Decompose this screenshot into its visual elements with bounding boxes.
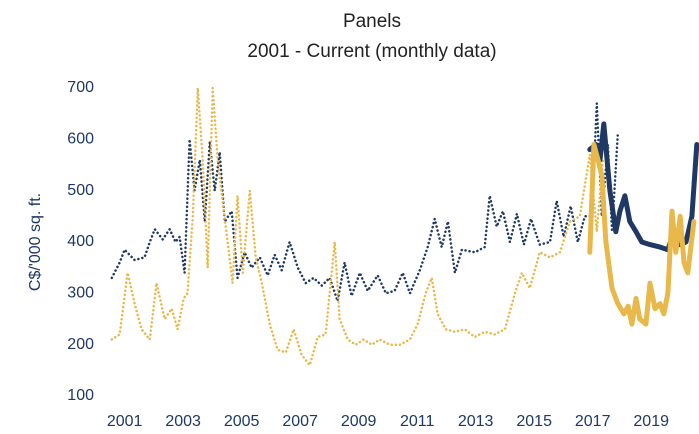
y-tick-label: 500 [67, 182, 94, 199]
y-tick-label: 600 [67, 131, 94, 148]
chart-subtitle: 2001 - Current (monthly data) [247, 41, 496, 62]
x-tick-label: 2013 [458, 413, 494, 430]
series-line [110, 102, 620, 303]
x-tick-label: 2011 [400, 413, 435, 430]
y-tick-label: 300 [67, 285, 94, 302]
y-tick-label: 100 [67, 387, 94, 404]
series-line [110, 86, 605, 367]
y-tick-label: 400 [67, 233, 94, 250]
y-tick-label: 700 [67, 79, 94, 96]
x-tick-label: 2017 [575, 413, 611, 430]
chart-title: Panels [343, 11, 401, 32]
x-tick-label: 2005 [224, 413, 260, 430]
x-tick-label: 2019 [633, 413, 669, 430]
x-tick-label: 2009 [341, 413, 377, 430]
x-tick-label: 2007 [282, 413, 318, 430]
x-tick-label: 2003 [165, 413, 201, 430]
series-line [587, 142, 697, 327]
x-tick-label: 2015 [516, 413, 552, 430]
x-tick-label: 2001 [107, 413, 143, 430]
y-tick-label: 200 [67, 336, 94, 353]
y-axis-label: C$/'000 sq. ft. [27, 193, 44, 291]
